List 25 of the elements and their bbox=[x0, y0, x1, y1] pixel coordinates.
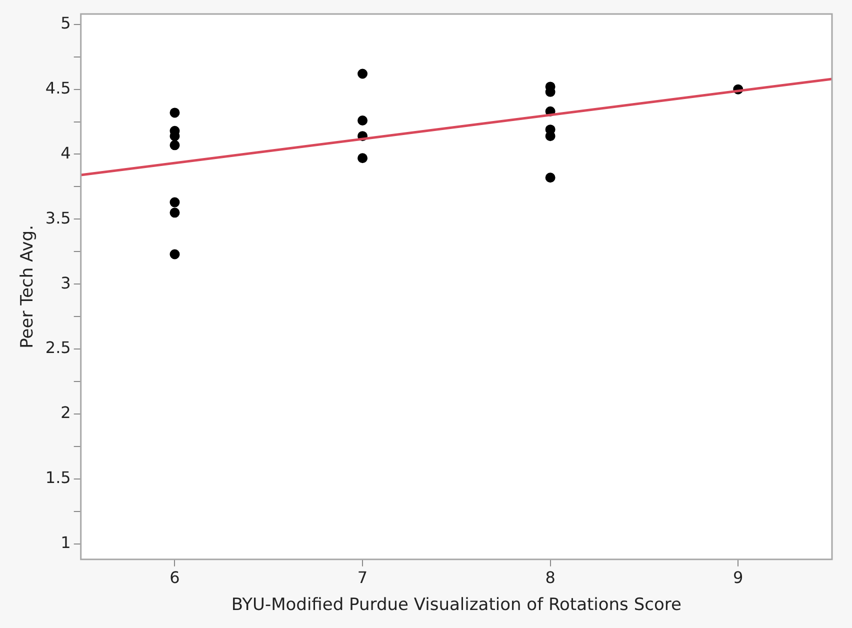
x-tick-label: 8 bbox=[545, 568, 556, 588]
point bbox=[170, 140, 180, 150]
point bbox=[545, 172, 556, 183]
y-tick-label: 4.5 bbox=[45, 78, 71, 98]
y-tick-label: 2 bbox=[60, 403, 71, 422]
point bbox=[358, 115, 368, 126]
y-tick-label: 3.5 bbox=[45, 208, 71, 228]
point bbox=[170, 108, 180, 118]
y-tick-label: 4 bbox=[60, 143, 71, 162]
point bbox=[170, 197, 180, 208]
y-tick-label: 2.5 bbox=[45, 338, 71, 358]
point bbox=[545, 131, 556, 142]
y-tick-label: 1.5 bbox=[45, 468, 71, 488]
point bbox=[170, 208, 180, 218]
y-tick-label: 1 bbox=[60, 532, 71, 552]
x-tick-label: 9 bbox=[733, 568, 744, 588]
x-tick-label: 6 bbox=[170, 568, 180, 588]
y-tick-label: 5 bbox=[60, 14, 71, 33]
x-tick-label: 7 bbox=[357, 568, 368, 588]
y-tick-label: 3 bbox=[60, 273, 71, 292]
point bbox=[358, 153, 368, 164]
point bbox=[358, 68, 368, 79]
x-axis-title: BYU-Modified Purdue Visualization of Rotations Score bbox=[231, 595, 682, 616]
y-axis-title: Peer Tech Avg. bbox=[18, 225, 38, 348]
point bbox=[170, 249, 180, 260]
